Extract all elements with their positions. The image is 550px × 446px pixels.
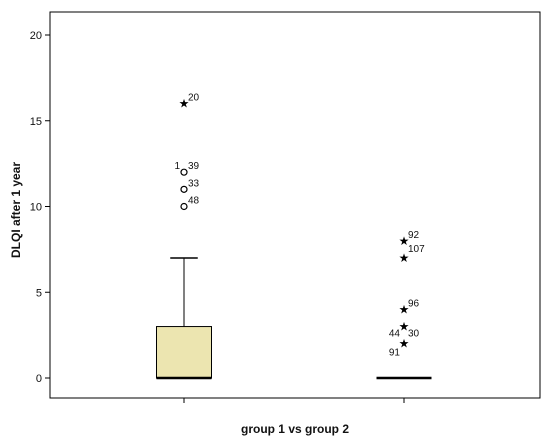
box-iqr [156, 326, 212, 379]
y-tick-label: 15 [30, 116, 42, 128]
y-tick-label: 10 [30, 202, 42, 214]
outlier-label: 92 [408, 230, 420, 241]
outlier-star: ★ [399, 320, 410, 334]
outlier-circle [180, 168, 188, 176]
outlier-label: 1 [174, 161, 180, 172]
y-tick-label: 20 [30, 30, 42, 42]
y-tick-label: 0 [36, 373, 42, 385]
outlier-label: 33 [188, 178, 200, 189]
x-axis [183, 398, 405, 403]
outlier-label: 91 [389, 348, 401, 359]
y-tick-label: 5 [36, 287, 42, 299]
y-axis: 0 5 10 15 20 [30, 30, 50, 385]
outlier-circle [180, 202, 188, 211]
outlier-circle [180, 185, 188, 193]
outlier-label: 30 [408, 329, 420, 340]
plot-frame [49, 11, 541, 399]
outlier-label: 44 [389, 329, 401, 340]
outlier-label: 39 [188, 161, 200, 172]
outlier-label: 96 [408, 298, 420, 309]
box-group [156, 257, 212, 380]
boxes-layer [156, 257, 432, 380]
outlier-star: ★ [399, 234, 410, 248]
outlier-star: ★ [399, 337, 410, 351]
outlier-star: ★ [399, 302, 410, 316]
outlier-star: ★ [179, 97, 190, 111]
outlier-label: 20 [188, 93, 200, 104]
outlier-star: ★ [399, 251, 410, 265]
outlier-label: 48 [188, 196, 200, 207]
outlier-label: 107 [408, 244, 425, 255]
y-axis-title: DLQI after 1 year [9, 162, 23, 258]
x-axis-title: group 1 vs group 2 [241, 422, 349, 436]
